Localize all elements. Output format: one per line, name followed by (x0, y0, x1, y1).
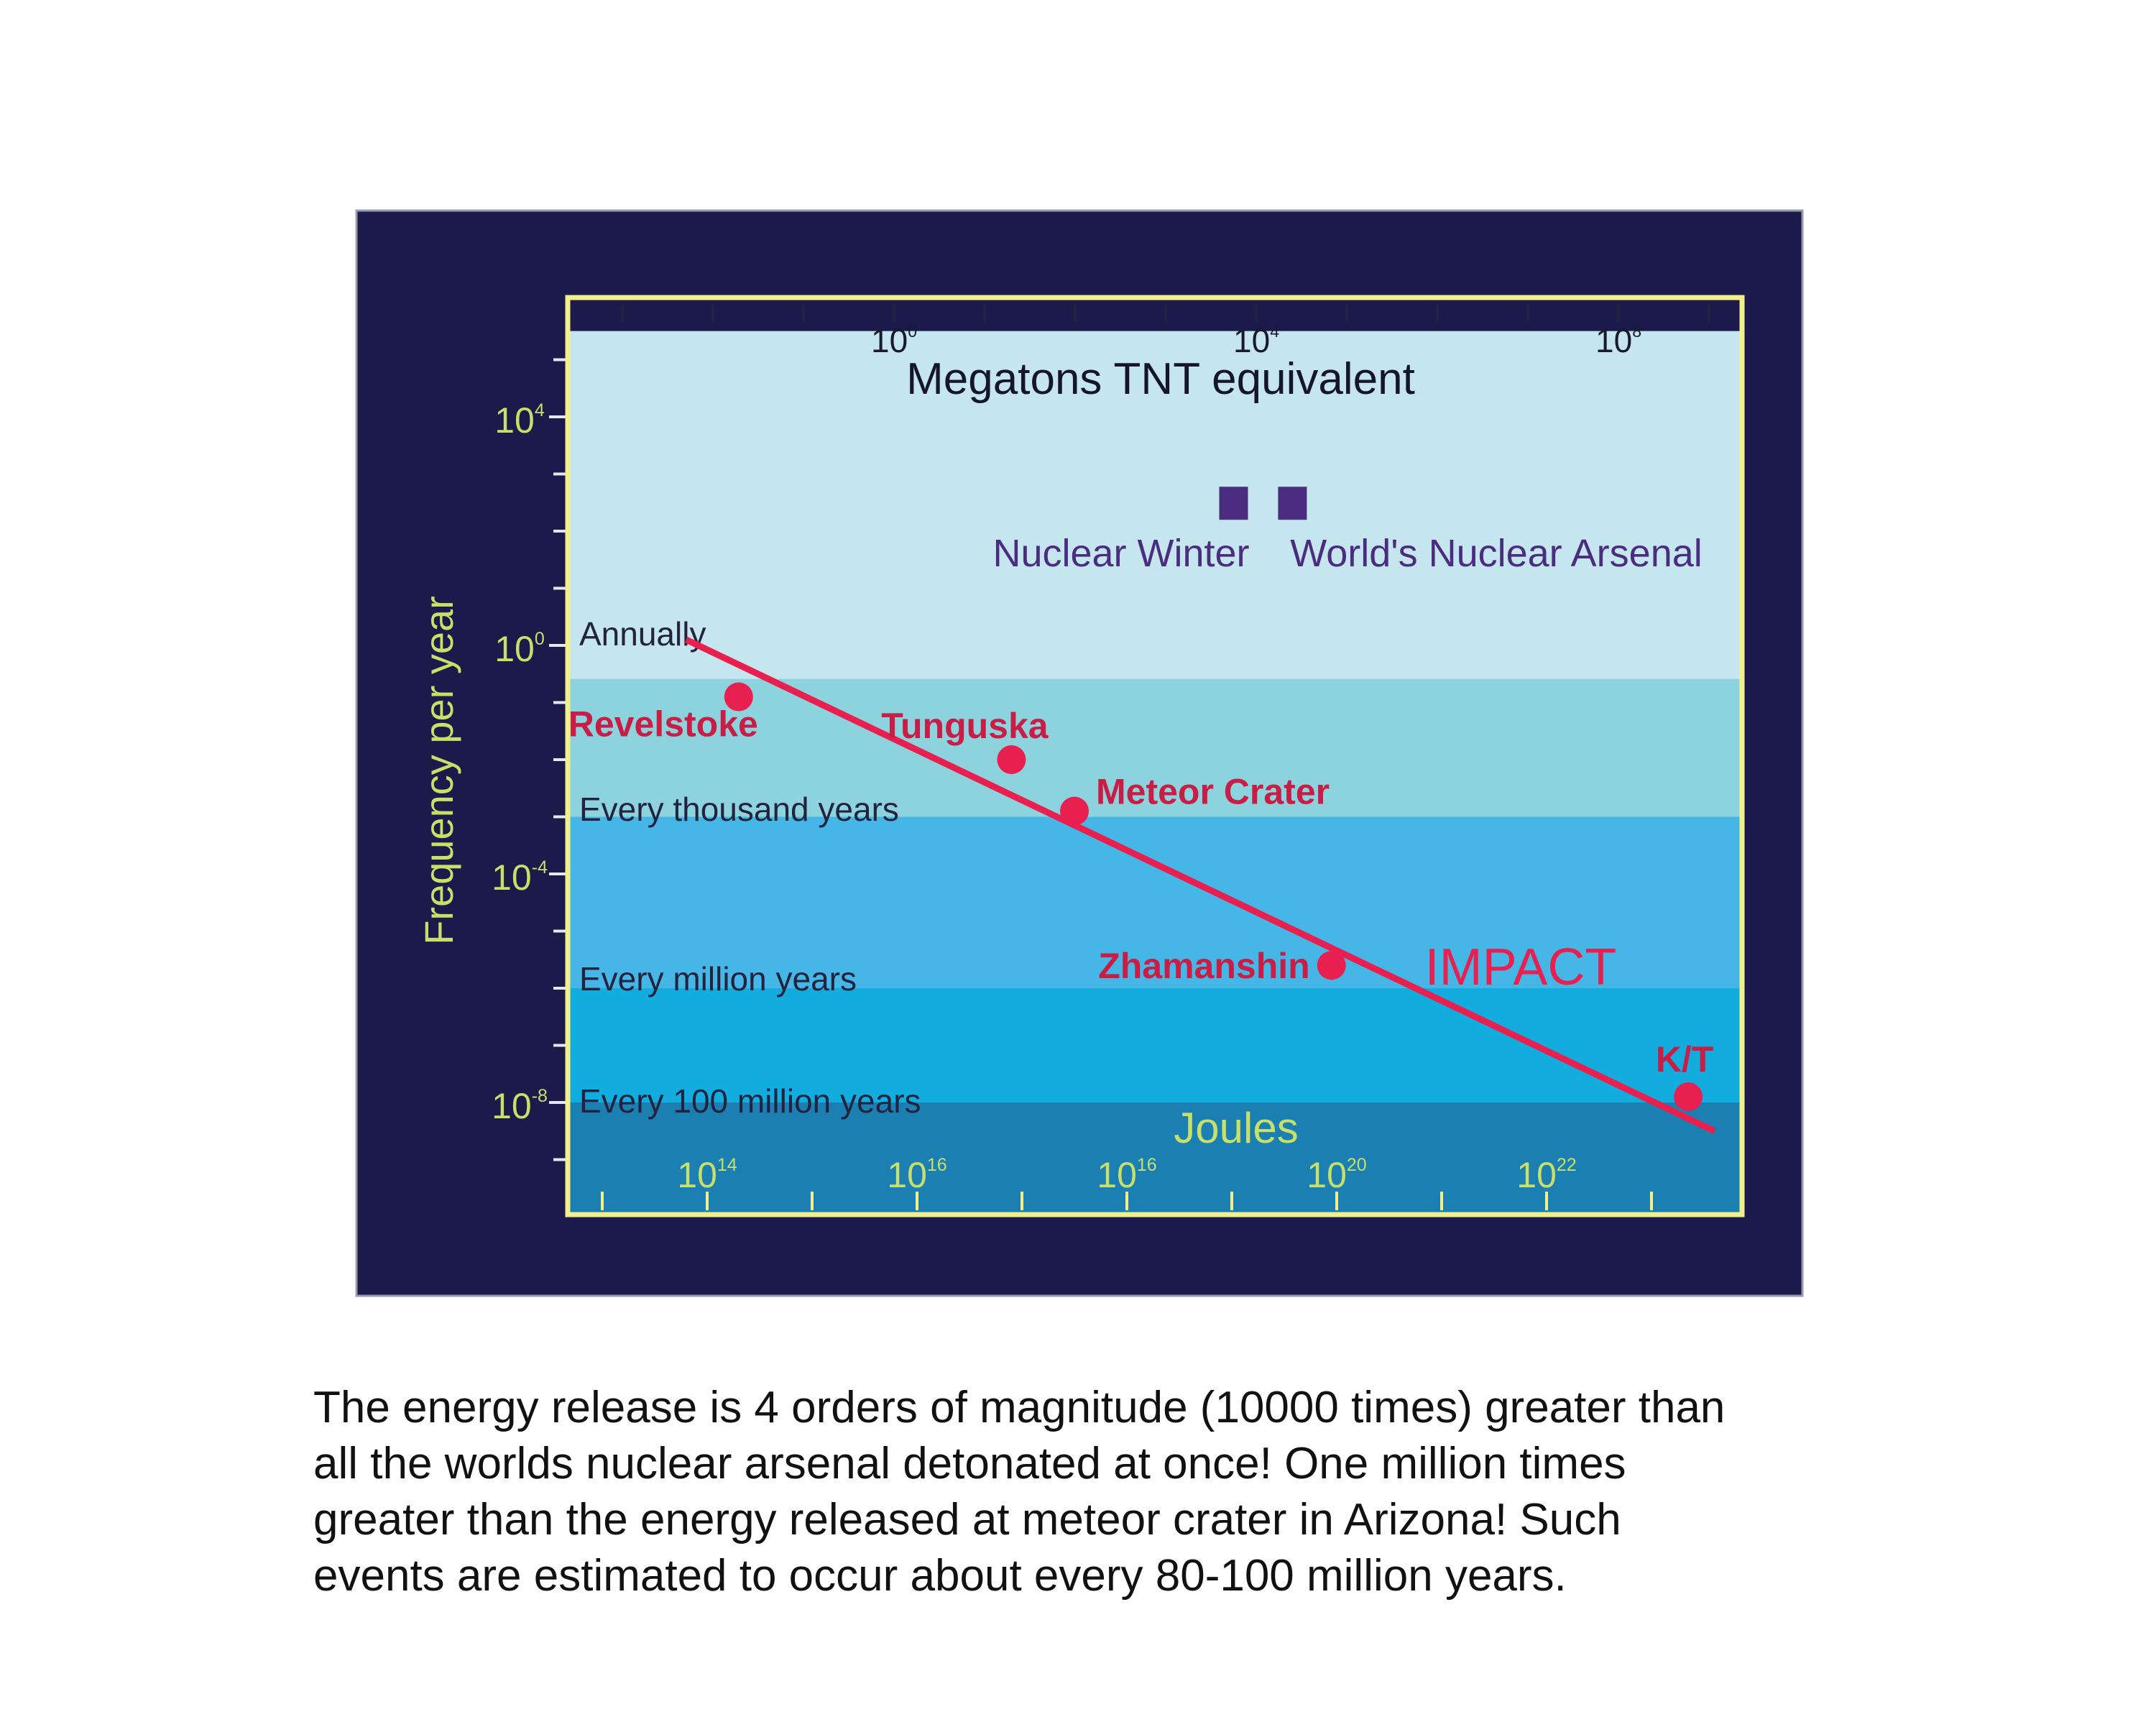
bottom-axis-title: Joules (1174, 1104, 1298, 1152)
nuclear-reference-marker (1219, 487, 1248, 520)
top-tick-label: 104 (1233, 322, 1279, 359)
top-tick-label: 100 (871, 322, 917, 359)
impact-point-label: Meteor Crater (1096, 772, 1330, 812)
caption-line: greater than the energy released at mete… (313, 1495, 1621, 1544)
band-label: Every 100 million years (579, 1082, 921, 1120)
impact-point (1674, 1082, 1703, 1112)
caption-line: all the worlds nuclear arsenal detonated… (313, 1439, 1626, 1488)
impact-frequency-chart: 100 104 108 Megatons TNT equivalent 1014 1016… (355, 209, 1804, 1297)
impact-point (1317, 951, 1346, 980)
nuclear-reference-label: Nuclear Winter (992, 532, 1249, 575)
bottom-tick-label: 1014 (677, 1155, 737, 1195)
data-marks: Nuclear Winter World's Nuclear Arsenal IMP… (568, 487, 1716, 1134)
axis-labels: 100 104 108 Megatons TNT equivalent 1014 1016… (416, 322, 1641, 1195)
impact-point (997, 745, 1026, 774)
y-axis-title: Frequency per year (416, 596, 461, 945)
frequency-band (568, 816, 1742, 988)
plot-border (565, 295, 1745, 1217)
impact-trend-line (684, 636, 1716, 1134)
y-tick-label: 10-4 (492, 857, 548, 898)
nuclear-reference-marker (1278, 487, 1307, 520)
impact-point-label: K/T (1656, 1039, 1714, 1079)
bottom-tick-label: 1022 (1516, 1155, 1576, 1195)
bottom-tick-label: 1016 (1097, 1155, 1156, 1195)
impact-point (724, 682, 753, 712)
caption-line: events are estimated to occur about ever… (313, 1551, 1567, 1601)
impact-point-label: Revelstoke (568, 704, 758, 745)
nuclear-reference-label: World's Nuclear Arsenal (1290, 532, 1703, 575)
y-tick-label: 100 (494, 629, 545, 669)
frequency-bands (568, 331, 1742, 1215)
bottom-tick-label: 1020 (1307, 1155, 1366, 1195)
impact-line-label: IMPACT (1425, 939, 1617, 996)
caption-line: The energy release is 4 orders of magnit… (313, 1383, 1726, 1432)
top-axis-title: Megatons TNT equivalent (906, 354, 1415, 404)
band-label: Every million years (579, 960, 857, 998)
frequency-band (568, 988, 1742, 1102)
band-label: Annually (579, 615, 706, 653)
y-tick-label: 10-8 (492, 1086, 548, 1126)
y-tick-label: 104 (494, 400, 545, 441)
band-label: Every thousand years (579, 791, 899, 828)
frequency-band (568, 331, 1742, 679)
impact-point-label: Zhamanshin (1098, 946, 1309, 986)
top-tick-label: 108 (1595, 322, 1641, 359)
impact-point (1060, 796, 1089, 826)
axis-ticks (549, 305, 1710, 1210)
bottom-tick-label: 1016 (887, 1155, 946, 1195)
caption: The energy release is 4 orders of magnit… (313, 1380, 1966, 1604)
impact-point-label: Tunguska (881, 706, 1049, 746)
